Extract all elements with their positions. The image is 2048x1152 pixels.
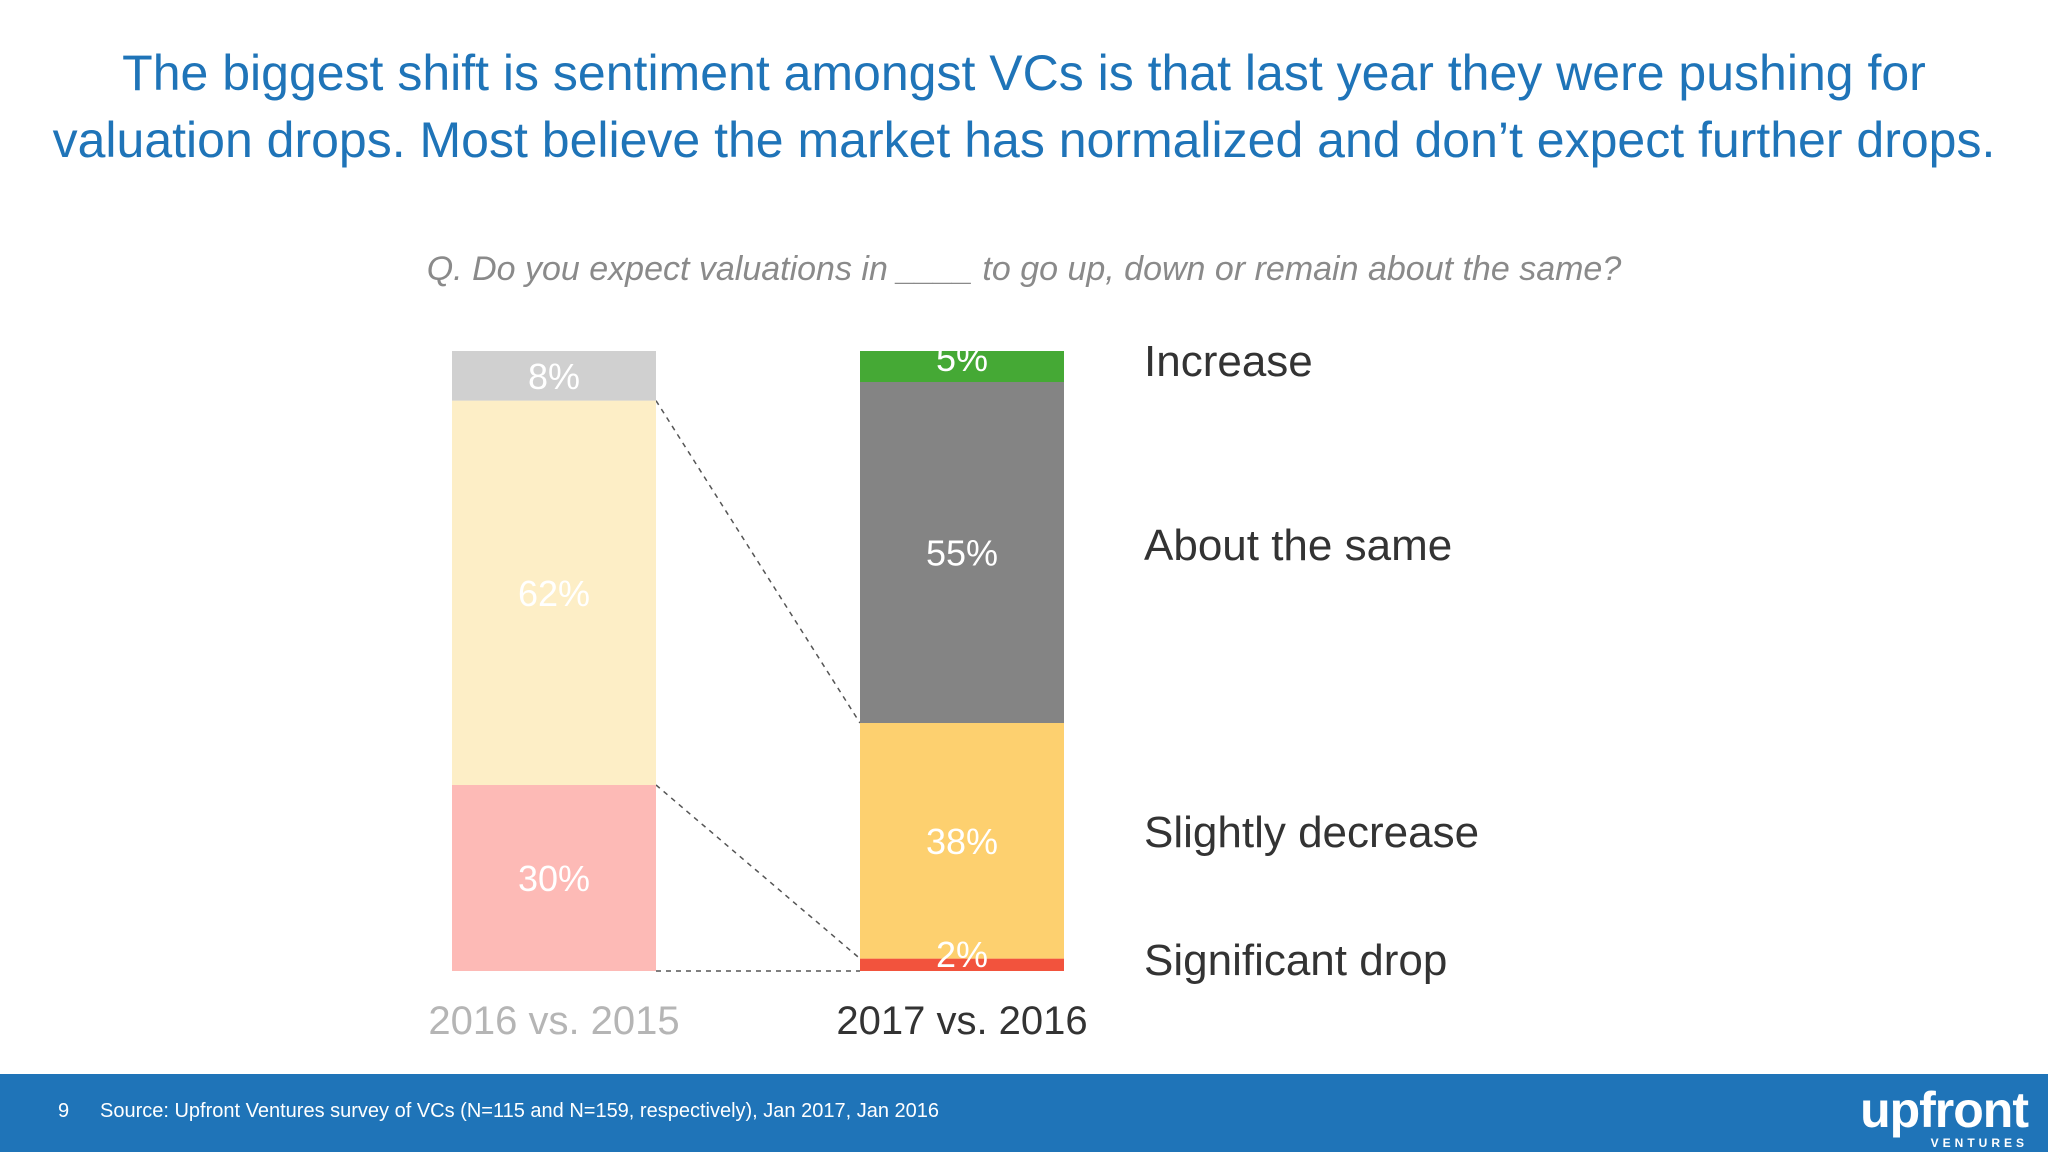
legend-label-increase: Increase [1144, 337, 1313, 386]
category-labels: 2016 vs. 2015 2017 vs. 2016 [428, 999, 1087, 1043]
footer-bar: 9 Source: Upfront Ventures survey of VCs… [0, 1074, 2048, 1152]
headline-line-1: The biggest shift is sentiment amongst V… [122, 45, 1926, 101]
segment-label-increase-1: 8% [528, 356, 580, 397]
bars [452, 351, 1064, 971]
connector-line-2 [655, 784, 861, 960]
connector-lines [655, 400, 861, 972]
bar-segment-about-the-same-1 [452, 400, 656, 785]
segment-label-slightly-decrease-2: 38% [926, 821, 998, 862]
bar-segment-significant-drop-2 [860, 958, 1064, 971]
segment-labels: 30% 62% 8% 2% 38% 55% 5% [518, 338, 998, 975]
headline-line-2: valuation drops. Most believe the market… [52, 112, 1996, 168]
segment-label-significant-drop-2: 2% [936, 934, 988, 975]
page-number: 9 [58, 1100, 70, 1122]
bar-segment-increase-2 [860, 351, 1064, 382]
bar-segment-about-the-same-2 [860, 382, 1064, 723]
segment-label-increase-2: 5% [936, 338, 988, 379]
source-note: Source: Upfront Ventures survey of VCs (… [100, 1100, 939, 1122]
bar-segment-slightly-decrease-2 [860, 723, 1064, 959]
survey-question: Q. Do you expect valuations in ____ to g… [426, 250, 1622, 288]
logo-wordmark: upfront [1860, 1082, 2029, 1138]
legend-label-slightly-decrease: Slightly decrease [1144, 808, 1479, 857]
segment-label-slightly-decrease-1: 30% [518, 858, 590, 899]
logo-subtext: VENTURES [1930, 1136, 2028, 1150]
segment-label-about-the-same-2: 55% [926, 533, 998, 574]
category-label-2: 2017 vs. 2016 [836, 999, 1087, 1043]
headline: The biggest shift is sentiment amongst V… [0, 40, 2048, 174]
segment-label-about-the-same-1: 62% [518, 573, 590, 614]
connector-line-3 [655, 400, 861, 724]
bar-segment-slightly-decrease-1 [452, 785, 656, 971]
legend-label-significant-drop: Significant drop [1144, 936, 1447, 985]
category-label-1: 2016 vs. 2015 [428, 999, 679, 1043]
upfront-logo: upfront VENTURES [1860, 1082, 2029, 1150]
legend: Significant drop Slightly decrease About t… [1144, 337, 1479, 985]
bar-segment-increase-1 [452, 351, 656, 401]
legend-label-about-the-same: About the same [1144, 521, 1452, 570]
stacked-bar-chart: 30% 62% 8% 2% 38% 55% 5% 2016 vs. 2015 2017 vs.… [428, 337, 1479, 1043]
